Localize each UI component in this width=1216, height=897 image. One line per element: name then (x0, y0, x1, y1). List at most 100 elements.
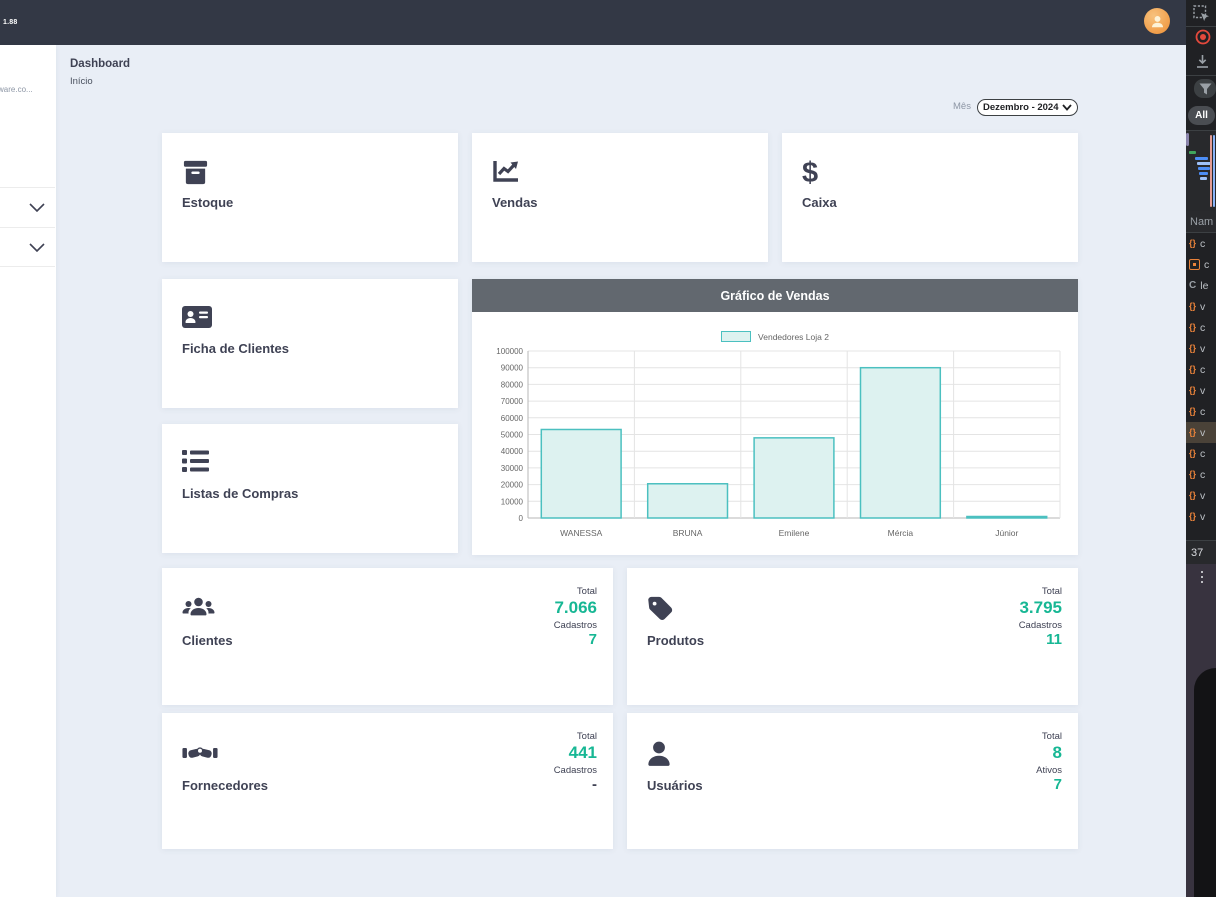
estoque-card[interactable]: Estoque (162, 133, 458, 262)
braces-icon: {} (1189, 448, 1197, 458)
legend-swatch (721, 331, 752, 342)
record-network-icon[interactable] (1194, 28, 1212, 46)
month-filter-label: Mês (953, 101, 971, 112)
page-title: Dashboard (70, 58, 131, 70)
svg-text:Júnior: Júnior (995, 528, 1018, 538)
braces-icon: {} (1189, 427, 1197, 437)
svg-text:WANESSA: WANESSA (560, 528, 603, 538)
metric-value: 11 (1046, 631, 1062, 649)
braces-icon: {} (1189, 238, 1197, 248)
metric-label: Total (1041, 731, 1062, 742)
svg-text:90000: 90000 (501, 364, 524, 373)
usuarios-card: Usuários Total 8 Ativos 7 (627, 713, 1078, 849)
pip-window[interactable] (1194, 668, 1216, 897)
braces-icon: {} (1189, 364, 1197, 374)
sidebar-accordion-1[interactable] (0, 187, 55, 227)
request-name: c (1200, 237, 1206, 250)
svg-text:Emilene: Emilene (779, 528, 810, 538)
network-request[interactable]: {} v (1186, 422, 1216, 443)
kebab-menu-icon[interactable] (1194, 566, 1210, 588)
tag-icon (647, 596, 673, 622)
handshake-icon (182, 741, 218, 765)
svg-text:70000: 70000 (501, 397, 524, 406)
svg-text:50000: 50000 (501, 431, 524, 440)
metric-value: 441 (568, 743, 597, 762)
address-card-icon (182, 305, 212, 329)
chart-title: Gráfico de Vendas (472, 279, 1078, 312)
metric-label: Total (576, 586, 597, 597)
users-icon (182, 596, 215, 620)
metric-label: Cadastros (553, 765, 597, 777)
request-name: v (1200, 300, 1206, 313)
fornecedores-card: Fornecedores Total 441 Cadastros - (162, 713, 613, 849)
inspect-element-icon[interactable] (1190, 2, 1212, 24)
network-request[interactable]: {} v (1186, 506, 1216, 527)
shortcut-card-label: Ficha de Clientes (182, 341, 289, 356)
chart-line-icon (492, 159, 520, 185)
ficha-de-clientes-card[interactable]: Ficha de Clientes (162, 279, 458, 408)
network-request[interactable]: {} c (1186, 233, 1216, 254)
metric-value: - (592, 776, 597, 794)
stat-card-label: Usuários (647, 778, 703, 793)
braces-icon: {} (1189, 343, 1197, 353)
filter-icon[interactable] (1194, 79, 1216, 98)
svg-text:20000: 20000 (501, 481, 524, 490)
metric-label: Cadastros (1018, 620, 1062, 632)
network-request[interactable]: {} v (1186, 338, 1216, 359)
request-name: c (1200, 321, 1206, 334)
network-request[interactable]: {} c (1186, 443, 1216, 464)
top-header-bar: 1.88 (0, 0, 1186, 45)
import-har-icon[interactable] (1193, 52, 1212, 71)
network-request[interactable]: {} c (1186, 401, 1216, 422)
metric-label: Ativos (1036, 765, 1062, 777)
braces-icon: {} (1189, 301, 1197, 311)
name-column-header[interactable]: Nam (1186, 211, 1216, 233)
network-request[interactable]: {} c (1186, 464, 1216, 485)
legend-label: Vendedores Loja 2 (758, 331, 829, 342)
dollar-sign-icon: $ (802, 157, 819, 189)
left-sidebar: ware.co... (0, 45, 56, 897)
caixa-card[interactable]: $ Caixa (782, 133, 1078, 262)
request-name: c (1204, 258, 1210, 271)
network-request[interactable]: {} c (1186, 359, 1216, 380)
filter-all-button[interactable]: All (1188, 106, 1215, 125)
sales-bar-chart: 0 10000 20000 30000 40000 50000 60000 70000 8000… (496, 347, 1061, 538)
app-version: 1.88 (3, 19, 18, 26)
svg-text:30000: 30000 (501, 464, 524, 473)
request-name: v (1200, 489, 1206, 502)
request-name: v (1200, 342, 1206, 355)
svg-text:80000: 80000 (501, 380, 524, 389)
metric-value: 7.066 (554, 598, 597, 617)
svg-text:60000: 60000 (501, 414, 524, 423)
network-request[interactable]: {} v (1186, 296, 1216, 317)
shortcut-card-label: Vendas (492, 195, 538, 210)
listas-de-compras-card[interactable]: Listas de Compras (162, 424, 458, 553)
braces-icon: {} (1189, 406, 1197, 416)
network-overview[interactable] (1186, 130, 1216, 212)
clientes-card: Clientes Total 7.066 Cadastros 7 (162, 568, 613, 705)
network-request[interactable]: c (1186, 254, 1216, 275)
metric-value: 3.795 (1019, 598, 1062, 617)
sidebar-accordion-2[interactable] (0, 227, 55, 267)
stat-card-label: Produtos (647, 633, 705, 648)
vendas-card[interactable]: Vendas (472, 133, 768, 262)
chevron-down-icon (29, 203, 45, 212)
network-request[interactable]: {} c (1186, 317, 1216, 338)
produtos-card: Produtos Total 3.795 Cadastros 11 (627, 568, 1078, 705)
name-column-label: Nam (1190, 215, 1214, 228)
user-avatar[interactable] (1144, 8, 1170, 34)
breadcrumb: Início (70, 76, 93, 87)
month-select[interactable]: Dezembro - 2024 (977, 99, 1078, 116)
chart-legend[interactable]: Vendedores Loja 2 (472, 331, 1078, 342)
stat-card-label: Fornecedores (182, 778, 268, 793)
network-request[interactable]: {} v (1186, 380, 1216, 401)
list-icon (182, 450, 209, 472)
metric-value: 7 (588, 631, 597, 649)
braces-icon: {} (1189, 385, 1197, 395)
metric-label: Total (576, 731, 597, 742)
svg-text:0: 0 (519, 514, 524, 523)
network-request[interactable]: {} v (1186, 485, 1216, 506)
braces-icon: {} (1189, 511, 1197, 521)
